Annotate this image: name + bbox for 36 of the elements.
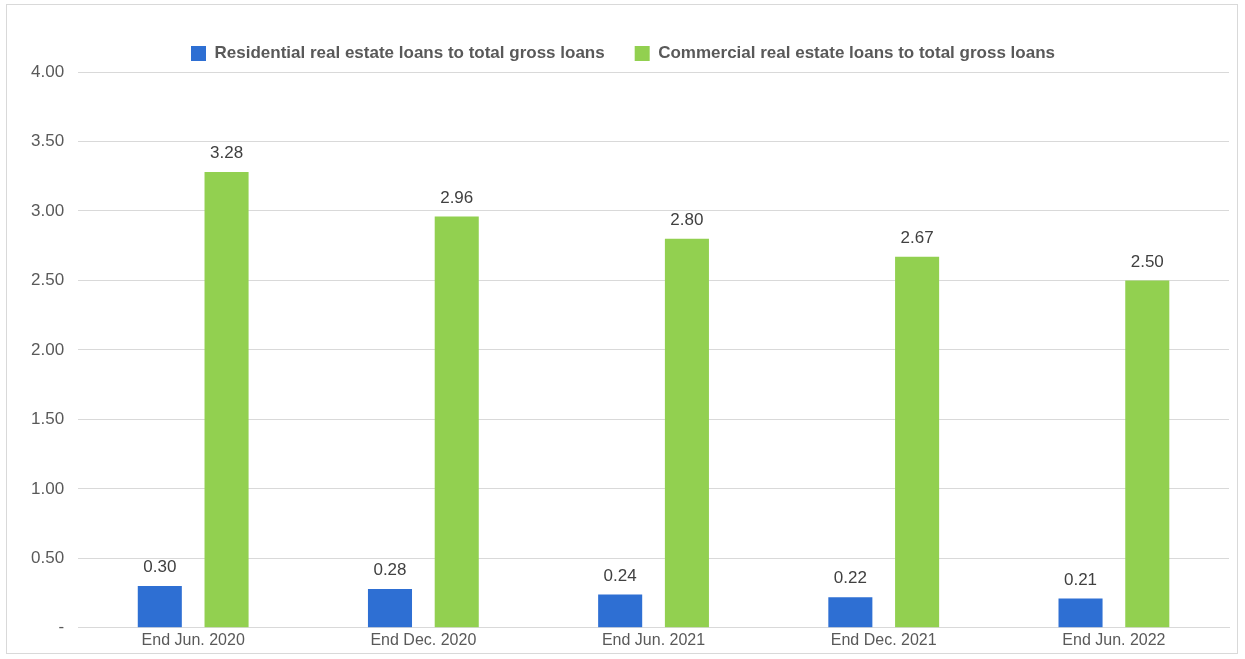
x-tick-label: End Jun. 2022 <box>1062 630 1166 648</box>
y-tick-label: 2.00 <box>30 339 65 359</box>
x-tick-label: End Jun. 2020 <box>141 630 245 648</box>
x-tick-label: End Dec. 2020 <box>370 630 477 648</box>
bar <box>1125 280 1170 628</box>
data-label: 2.96 <box>440 187 474 207</box>
legend-label: Residential real estate loans to total gross loans <box>214 43 605 63</box>
bar <box>434 216 479 628</box>
data-label: 0.28 <box>373 560 407 580</box>
data-label: 2.80 <box>670 209 704 229</box>
data-label: 0.30 <box>143 557 177 577</box>
bar <box>895 256 940 628</box>
bar <box>137 586 182 628</box>
bar <box>1058 598 1103 628</box>
y-tick-label: - <box>58 617 65 637</box>
data-label: 2.67 <box>900 227 934 247</box>
data-label: 3.28 <box>210 143 244 163</box>
x-tick-label: End Dec. 2021 <box>830 630 937 648</box>
bar <box>204 172 249 628</box>
y-tick-label: 3.00 <box>30 200 65 220</box>
bar <box>367 588 413 628</box>
legend-label: Commercial real estate loans to total gross loans <box>658 43 1055 63</box>
y-tick-label: 2.50 <box>30 270 65 290</box>
y-tick-label: 4.00 <box>30 61 65 81</box>
data-label: 0.21 <box>1063 569 1098 589</box>
x-tick-label: End Jun. 2021 <box>601 630 706 648</box>
bar <box>664 238 709 628</box>
y-tick-label: 0.50 <box>30 548 65 568</box>
y-tick-label: 1.00 <box>30 478 65 498</box>
y-tick-label: 3.50 <box>30 131 65 151</box>
data-label: 2.50 <box>1130 251 1164 271</box>
bar <box>828 597 873 628</box>
y-tick-label: 1.50 <box>30 409 65 429</box>
bar <box>598 594 643 628</box>
data-label: 0.22 <box>833 568 867 588</box>
data-label: 0.24 <box>603 565 637 585</box>
